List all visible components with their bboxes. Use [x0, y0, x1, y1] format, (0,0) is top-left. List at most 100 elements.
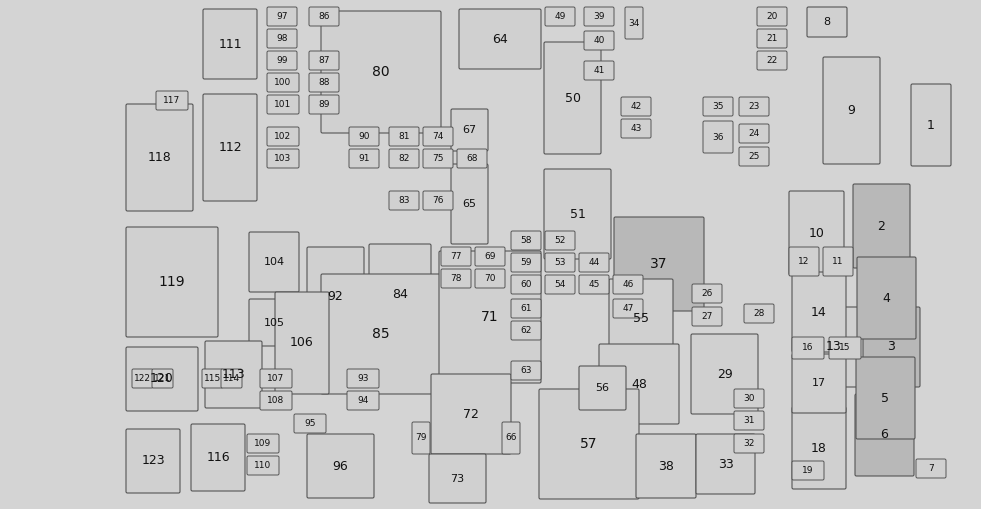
Text: 104: 104 — [264, 257, 284, 267]
Text: 1: 1 — [927, 119, 935, 131]
Text: 6: 6 — [881, 429, 889, 441]
Text: 90: 90 — [358, 132, 370, 141]
FancyBboxPatch shape — [734, 389, 764, 408]
FancyBboxPatch shape — [349, 127, 379, 146]
FancyBboxPatch shape — [625, 7, 643, 39]
Text: 89: 89 — [318, 100, 330, 109]
Text: 86: 86 — [318, 12, 330, 21]
FancyBboxPatch shape — [823, 57, 880, 164]
FancyBboxPatch shape — [126, 104, 193, 211]
FancyBboxPatch shape — [205, 341, 262, 408]
Text: 27: 27 — [701, 312, 712, 321]
FancyBboxPatch shape — [475, 269, 505, 288]
Text: 94: 94 — [357, 396, 369, 405]
Text: 100: 100 — [275, 78, 291, 87]
FancyBboxPatch shape — [321, 11, 441, 133]
FancyBboxPatch shape — [855, 394, 914, 476]
Text: 102: 102 — [275, 132, 291, 141]
FancyBboxPatch shape — [579, 275, 609, 294]
Text: 79: 79 — [415, 434, 427, 442]
FancyBboxPatch shape — [451, 164, 488, 244]
Text: 32: 32 — [744, 439, 754, 448]
Text: 28: 28 — [753, 309, 764, 318]
FancyBboxPatch shape — [247, 434, 279, 453]
Text: 46: 46 — [622, 280, 634, 289]
Text: 21: 21 — [766, 34, 778, 43]
Text: 19: 19 — [802, 466, 814, 475]
Text: 117: 117 — [164, 96, 181, 105]
FancyBboxPatch shape — [307, 434, 374, 498]
FancyBboxPatch shape — [792, 407, 846, 489]
Text: 47: 47 — [622, 304, 634, 313]
Text: 17: 17 — [812, 379, 826, 388]
Text: 34: 34 — [628, 18, 640, 27]
FancyBboxPatch shape — [307, 247, 364, 346]
FancyBboxPatch shape — [792, 461, 824, 480]
Text: 58: 58 — [520, 236, 532, 245]
FancyBboxPatch shape — [511, 321, 541, 340]
FancyBboxPatch shape — [599, 344, 679, 424]
Text: 2: 2 — [878, 219, 886, 233]
Text: 67: 67 — [462, 125, 477, 135]
Text: 114: 114 — [223, 374, 240, 383]
FancyBboxPatch shape — [249, 232, 299, 292]
FancyBboxPatch shape — [389, 127, 419, 146]
Text: 30: 30 — [744, 394, 754, 403]
Text: 103: 103 — [275, 154, 291, 163]
FancyBboxPatch shape — [609, 279, 673, 359]
FancyBboxPatch shape — [823, 247, 853, 276]
Text: 60: 60 — [520, 280, 532, 289]
Text: 116: 116 — [206, 451, 230, 464]
FancyBboxPatch shape — [511, 253, 541, 272]
Text: 81: 81 — [398, 132, 410, 141]
Text: 99: 99 — [277, 56, 287, 65]
FancyBboxPatch shape — [734, 434, 764, 453]
Text: 73: 73 — [450, 473, 465, 484]
Text: 65: 65 — [462, 199, 477, 209]
Text: 69: 69 — [485, 252, 495, 261]
Text: 14: 14 — [811, 305, 827, 319]
Text: 11: 11 — [832, 257, 844, 266]
FancyBboxPatch shape — [614, 217, 704, 311]
FancyBboxPatch shape — [309, 73, 339, 92]
FancyBboxPatch shape — [412, 422, 430, 454]
FancyBboxPatch shape — [202, 369, 223, 388]
FancyBboxPatch shape — [757, 51, 787, 70]
Text: 42: 42 — [631, 102, 642, 111]
Text: 50: 50 — [564, 92, 581, 104]
FancyBboxPatch shape — [739, 97, 769, 116]
FancyBboxPatch shape — [511, 275, 541, 294]
FancyBboxPatch shape — [294, 414, 326, 433]
Text: 9: 9 — [848, 104, 855, 117]
Text: 113: 113 — [222, 368, 245, 381]
FancyBboxPatch shape — [156, 91, 188, 110]
Text: 15: 15 — [840, 344, 851, 353]
Text: 66: 66 — [505, 434, 517, 442]
Text: 74: 74 — [433, 132, 443, 141]
Text: 56: 56 — [595, 383, 609, 393]
FancyBboxPatch shape — [309, 95, 339, 114]
FancyBboxPatch shape — [457, 149, 487, 168]
Text: 83: 83 — [398, 196, 410, 205]
Text: 105: 105 — [264, 318, 284, 327]
Text: 40: 40 — [594, 36, 604, 45]
Text: 29: 29 — [717, 367, 733, 381]
FancyBboxPatch shape — [545, 253, 575, 272]
FancyBboxPatch shape — [441, 269, 471, 288]
FancyBboxPatch shape — [584, 31, 614, 50]
Text: 24: 24 — [749, 129, 759, 138]
FancyBboxPatch shape — [321, 274, 441, 394]
Text: 31: 31 — [744, 416, 754, 425]
Text: 59: 59 — [520, 258, 532, 267]
Text: 33: 33 — [718, 458, 734, 470]
FancyBboxPatch shape — [703, 121, 733, 153]
Text: 75: 75 — [433, 154, 443, 163]
FancyBboxPatch shape — [349, 149, 379, 168]
FancyBboxPatch shape — [856, 357, 915, 439]
FancyBboxPatch shape — [126, 347, 198, 411]
FancyBboxPatch shape — [857, 257, 916, 339]
FancyBboxPatch shape — [579, 253, 609, 272]
FancyBboxPatch shape — [613, 299, 643, 318]
FancyBboxPatch shape — [703, 97, 733, 116]
Text: 119: 119 — [159, 275, 185, 289]
